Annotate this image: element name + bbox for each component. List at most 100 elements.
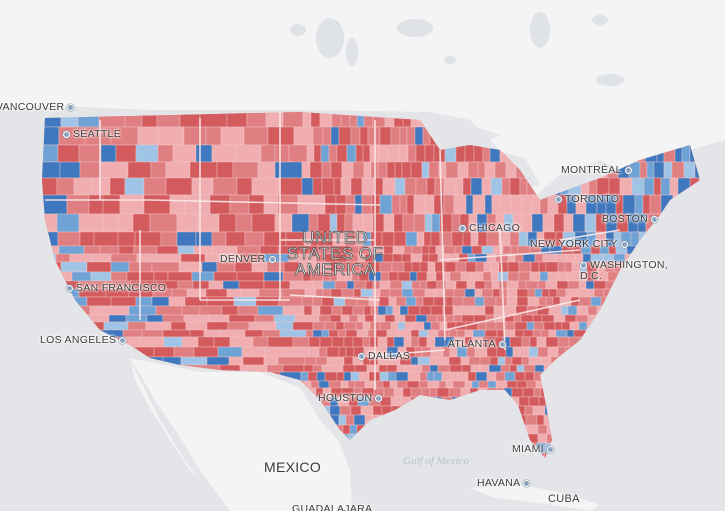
county-cell: [575, 314, 589, 323]
county-cell: [490, 177, 503, 196]
county-cell: [419, 305, 432, 316]
county-cell: [504, 356, 513, 366]
county-cell: [404, 321, 414, 331]
county-cell: [526, 424, 539, 435]
county-cell: [455, 177, 464, 196]
county-cell: [462, 177, 472, 196]
county-cell: [145, 321, 172, 331]
county-cell: [102, 194, 121, 215]
county-cell: [426, 371, 435, 382]
county-cell: [329, 314, 342, 323]
county-cell: [203, 329, 221, 338]
city-marker-icon: [523, 479, 531, 487]
county-cell: [539, 271, 549, 282]
county-cell: [427, 261, 436, 273]
county-cell: [392, 253, 403, 263]
county-cell: [528, 396, 540, 407]
city-seattle[interactable]: SEATTLE: [63, 128, 121, 140]
county-cell: [180, 356, 208, 366]
city-marker-icon: [358, 352, 365, 360]
county-cell: [300, 371, 309, 382]
county-cell: [587, 305, 598, 316]
city-boston[interactable]: BOSTON: [602, 213, 658, 225]
county-cell: [418, 329, 429, 338]
city-denver[interactable]: DENVER: [220, 253, 276, 265]
city-chicago[interactable]: CHICAGO: [459, 222, 520, 234]
county-cell: [529, 336, 538, 348]
county-cell: [292, 336, 310, 348]
county-cell: [362, 321, 371, 331]
city-atlanta[interactable]: ATLANTA: [448, 338, 506, 350]
county-cell: [350, 126, 361, 146]
county-cell: [506, 296, 518, 307]
county-cell: [455, 144, 466, 163]
city-toronto[interactable]: TORONTO: [555, 193, 619, 205]
county-cell: [403, 261, 413, 273]
county-cell: [319, 305, 333, 316]
county-cell: [58, 245, 85, 255]
county-cell: [503, 305, 517, 316]
city-los-angeles[interactable]: LOS ANGELES: [40, 334, 127, 346]
county-cell: [410, 329, 420, 338]
county-cell: [66, 194, 90, 215]
county-cell: [467, 161, 479, 179]
county-cell: [368, 296, 380, 307]
county-cell: [509, 231, 520, 247]
county-cell: [486, 371, 497, 382]
county-cell: [350, 405, 362, 416]
county-cell: [73, 177, 94, 196]
city-montreal[interactable]: MONTRÉAL: [561, 164, 632, 176]
county-cell: [149, 213, 178, 233]
city-vancouver[interactable]: VANCOUVER: [0, 101, 75, 113]
city-marker-icon: [268, 255, 276, 263]
county-cell: [498, 261, 509, 273]
county-cell: [436, 387, 450, 398]
county-cell: [557, 336, 570, 348]
county-cell: [213, 336, 231, 348]
county-cell: [491, 194, 501, 215]
county-cell: [584, 213, 597, 233]
county-cell: [294, 314, 320, 323]
county-cell: [301, 177, 314, 196]
city-dallas[interactable]: DALLAS: [358, 350, 410, 362]
county-cell: [362, 336, 371, 348]
county-cell: [456, 329, 466, 338]
county-cell: [485, 321, 497, 331]
county-cell: [396, 364, 406, 373]
county-cell: [491, 280, 500, 290]
county-cell: [388, 271, 399, 282]
county-cell: [534, 364, 545, 373]
county-cell: [421, 245, 430, 255]
city-havana[interactable]: HAVANA: [477, 477, 531, 489]
county-cell: [222, 280, 240, 290]
county-cell: [510, 194, 523, 215]
county-cell: [57, 144, 80, 163]
county-cell: [100, 161, 129, 179]
county-cell: [322, 280, 336, 290]
county-cell: [262, 329, 281, 338]
city-marker-icon: [546, 445, 554, 453]
county-cell: [315, 356, 328, 366]
city-houston[interactable]: HOUSTON: [318, 392, 383, 404]
county-cell: [363, 305, 372, 316]
county-cell: [427, 380, 440, 389]
city-new-york[interactable]: NEW YORK CITY: [530, 238, 628, 250]
county-cell: [382, 177, 396, 196]
county-cell: [428, 161, 440, 179]
county-cell: [683, 161, 696, 179]
city-miami[interactable]: MIAMI: [512, 443, 554, 455]
county-cell: [304, 356, 317, 366]
county-cell: [60, 261, 88, 273]
county-cell: [497, 356, 506, 366]
county-cell: [457, 371, 469, 382]
city-name: BOSTON: [602, 213, 648, 225]
city-washington[interactable]: WASHINGTON, D.C.: [580, 260, 668, 282]
county-cell: [451, 231, 464, 247]
city-marker-icon: [66, 284, 73, 292]
county-cell: [355, 321, 364, 331]
county-cell: [197, 336, 215, 348]
county-cell: [516, 296, 529, 307]
city-san-francisco[interactable]: SAN FRANCISCO: [66, 282, 166, 294]
county-cell: [239, 364, 268, 373]
